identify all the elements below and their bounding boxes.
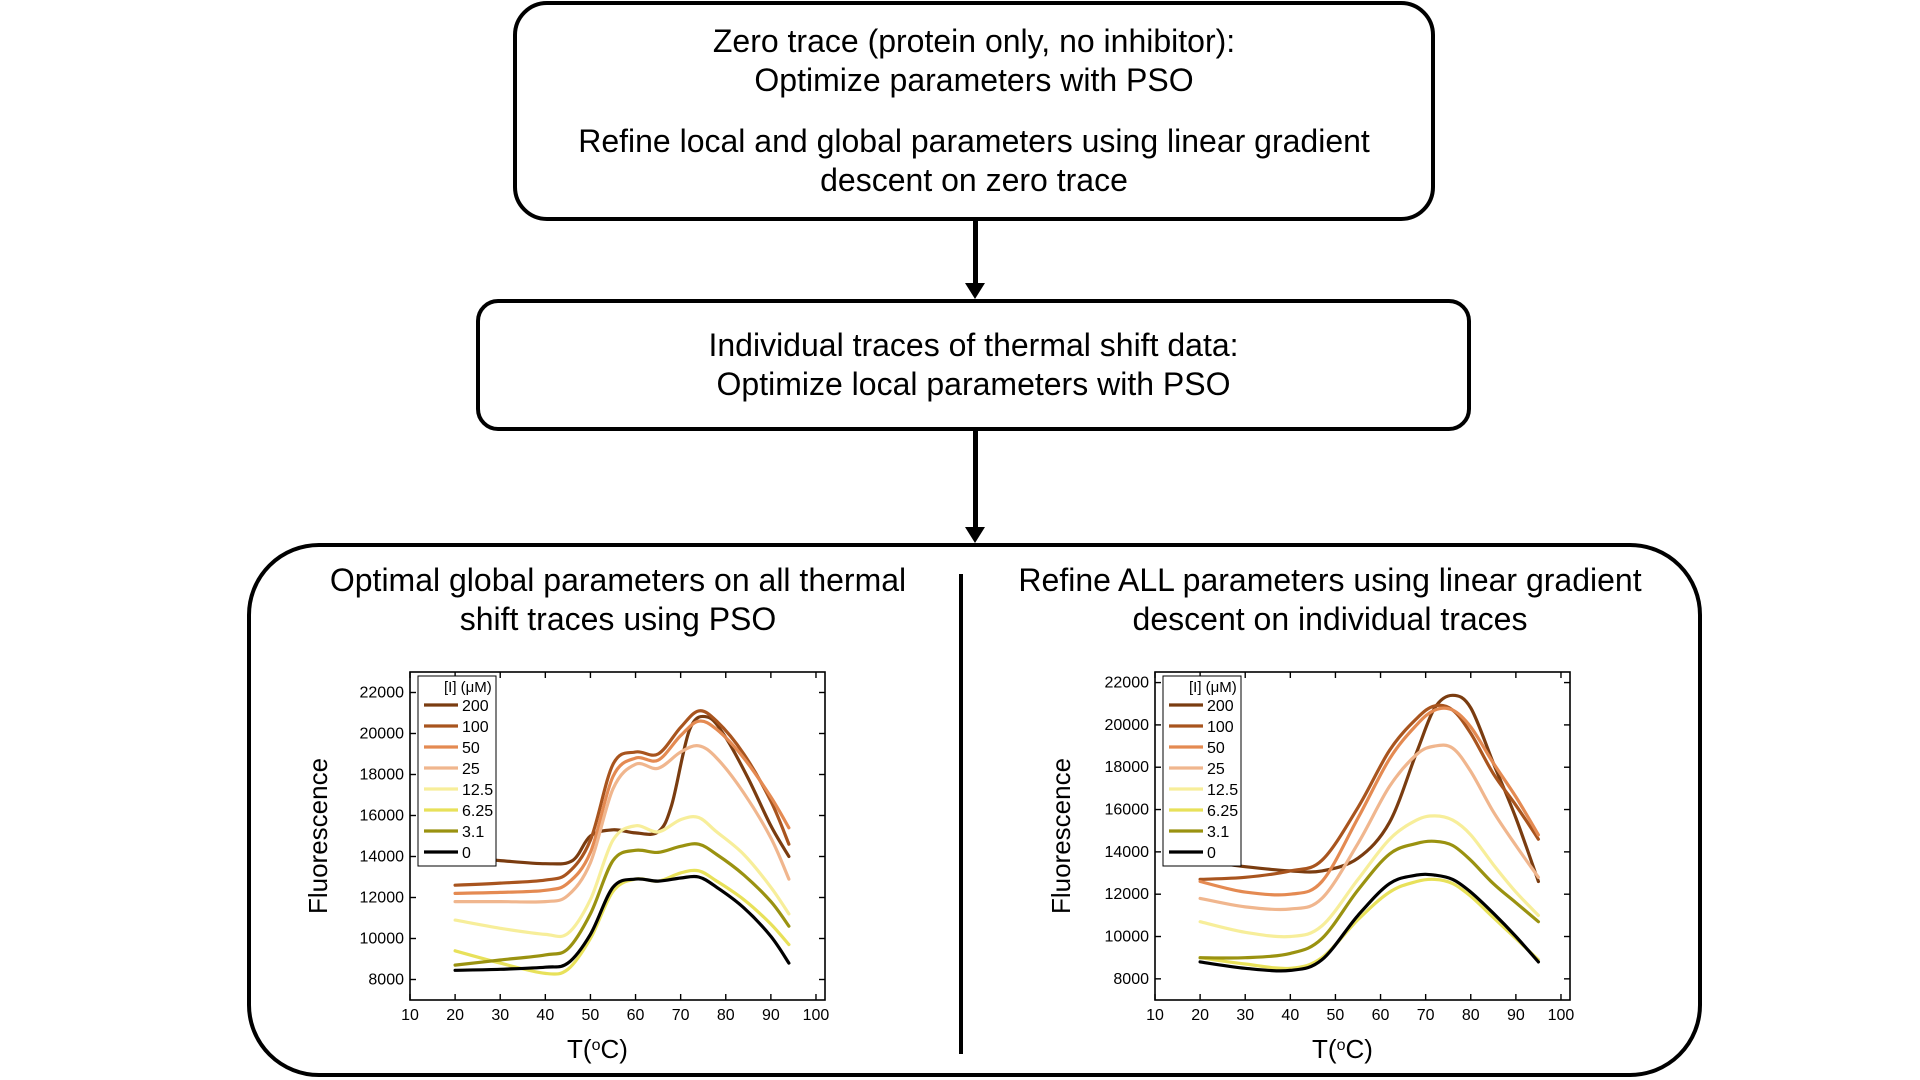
y-tick-label: 14000 <box>1105 844 1150 861</box>
legend-label: 0 <box>462 845 471 862</box>
x-tick-label: 50 <box>582 1007 600 1024</box>
y-tick-label: 12000 <box>360 890 405 907</box>
plot-frame <box>1154 671 1571 1001</box>
x-tick-label: 70 <box>1417 1007 1435 1024</box>
zero-trace-text: Zero trace (protein only, no inhibitor):… <box>712 23 1236 98</box>
y-axis-label: Fluorescence <box>1050 758 1076 914</box>
y-tick-label: 22000 <box>360 685 405 702</box>
y-tick-label: 16000 <box>1105 802 1150 819</box>
series-line-25 <box>453 744 791 904</box>
y-tick-label: 10000 <box>360 931 405 948</box>
x-tick-label: 40 <box>536 1007 554 1024</box>
series-line-0 <box>453 874 791 972</box>
legend-title: [I] (μM) <box>444 679 492 696</box>
x-tick-label: 30 <box>491 1007 509 1024</box>
series-line-12.5 <box>453 815 791 939</box>
right-chart: 10 20 30 40 50 60 70 80 90 100 8000 10000 12000 14000… <box>1046 660 1590 1070</box>
left-panel-title: Optimal global parameters on all thermal… <box>329 562 907 637</box>
panel-divider <box>959 574 963 1054</box>
individual-traces-box: Individual traces of thermal shift data:… <box>476 299 1471 431</box>
individual-traces-text: Individual traces of thermal shift data:… <box>708 327 1239 402</box>
legend-label: 3.1 <box>1207 824 1229 841</box>
right-panel-title: Refine ALL parameters using linear gradi… <box>1018 562 1642 637</box>
legend-label: 200 <box>462 698 489 715</box>
x-tick-label: 80 <box>1462 1007 1480 1024</box>
y-axis-label: Fluorescence <box>305 758 333 914</box>
series-line-12.5 <box>1198 814 1540 939</box>
y-tick-label: 20000 <box>360 726 405 743</box>
x-tick-label: 60 <box>1372 1007 1390 1024</box>
series-line-100 <box>453 709 791 887</box>
arrow-1-head <box>965 283 985 299</box>
y-tick-label: 8000 <box>1113 971 1149 988</box>
x-tick-label: 50 <box>1327 1007 1345 1024</box>
x-tick-label: 70 <box>672 1007 690 1024</box>
y-tick-label: 12000 <box>1105 886 1150 903</box>
x-tick-label: 100 <box>803 1007 830 1024</box>
right-chart-svg: 10 20 30 40 50 60 70 80 90 100 8000 10000 12000 14000… <box>1046 671 1575 1064</box>
series-line-100 <box>1198 703 1540 881</box>
y-tick-label: 8000 <box>368 972 404 989</box>
series-line-0 <box>1198 872 1540 973</box>
x-tick-label: 30 <box>1236 1007 1254 1024</box>
y-tick-label: 16000 <box>360 808 405 825</box>
series-line-3.1 <box>453 842 791 967</box>
legend-title: [I] (μM) <box>1189 679 1237 696</box>
series-line-200 <box>453 714 791 866</box>
legend-label: 25 <box>1207 761 1225 778</box>
arrow-1-line <box>973 221 978 285</box>
series-line-6.25 <box>1198 877 1540 971</box>
y-tick-label: 10000 <box>1105 929 1150 946</box>
y-tick-label: 18000 <box>1105 759 1150 776</box>
x-axis-label: T(oC) <box>567 1034 628 1064</box>
x-tick-label: 20 <box>1191 1007 1209 1024</box>
series-line-50 <box>1198 706 1540 897</box>
x-tick-label: 40 <box>1281 1007 1299 1024</box>
x-tick-label: 100 <box>1548 1007 1575 1024</box>
x-axis-label: T(oC) <box>1312 1034 1373 1064</box>
legend-label: 3.1 <box>462 824 484 841</box>
legend-label: 12.5 <box>1207 782 1238 799</box>
legend-label: 50 <box>1207 740 1225 757</box>
legend-label: 0 <box>1207 845 1216 862</box>
y-tick-label: 22000 <box>1105 675 1150 692</box>
legend-box <box>417 675 497 867</box>
arrow-2-head <box>965 527 985 543</box>
x-tick-label: 10 <box>1146 1007 1164 1024</box>
y-tick-label: 20000 <box>1105 717 1150 734</box>
x-tick-label: 90 <box>1507 1007 1525 1024</box>
series-line-50 <box>453 719 791 895</box>
x-tick-label: 90 <box>762 1007 780 1024</box>
x-tick-label: 20 <box>446 1007 464 1024</box>
x-tick-label: 10 <box>401 1007 419 1024</box>
left-chart: 10 20 30 40 50 60 70 80 90 100 8000 10000 12000 14000… <box>303 660 845 1070</box>
y-tick-label: 18000 <box>360 767 405 784</box>
series-line-25 <box>1198 743 1540 912</box>
legend-label: 200 <box>1207 698 1234 715</box>
series-line-3.1 <box>1198 839 1540 960</box>
legend-label: 12.5 <box>462 782 493 799</box>
arrow-2-line <box>973 431 978 529</box>
legend-label: 100 <box>1207 719 1234 736</box>
legend-label: 100 <box>462 719 489 736</box>
legend-label: 25 <box>462 761 480 778</box>
legend-label: 6.25 <box>462 803 493 820</box>
zero-trace-box: Zero trace (protein only, no inhibitor):… <box>513 1 1435 221</box>
x-tick-label: 60 <box>627 1007 645 1024</box>
legend-box <box>1162 675 1242 867</box>
x-tick-label: 80 <box>717 1007 735 1024</box>
zero-trace-refine-text: Refine local and global parameters using… <box>578 123 1370 198</box>
plot-frame <box>409 671 826 1001</box>
global-optimization-box <box>247 543 1702 1077</box>
legend-label: 6.25 <box>1207 803 1238 820</box>
y-tick-label: 14000 <box>360 849 405 866</box>
legend-label: 50 <box>462 740 480 757</box>
left-chart-svg: 10 20 30 40 50 60 70 80 90 100 8000 10000 12000 14000… <box>303 671 830 1064</box>
